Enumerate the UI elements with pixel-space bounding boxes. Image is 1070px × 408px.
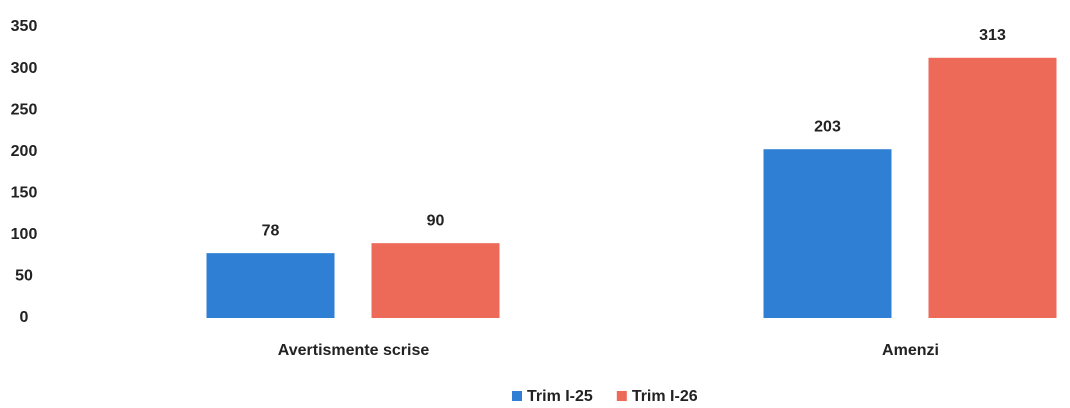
value-label: 203 — [814, 118, 841, 135]
x-tick-label: Amenzi — [882, 342, 939, 359]
bar — [206, 253, 335, 318]
legend-swatch — [512, 391, 522, 401]
x-tick-label: Avertismente scrise — [278, 342, 430, 359]
value-label: 313 — [979, 27, 1006, 44]
y-tick-label: 50 — [15, 268, 33, 285]
value-label: 90 — [427, 212, 445, 229]
y-tick-label: 200 — [11, 143, 38, 160]
legend-swatch — [616, 391, 627, 401]
y-tick-label: 150 — [11, 185, 38, 202]
y-tick-label: 100 — [11, 226, 38, 243]
y-tick-label: 0 — [20, 309, 29, 326]
y-tick-label: 350 — [11, 18, 38, 35]
bar — [763, 149, 892, 318]
bar — [928, 57, 1057, 319]
legend-label: Trim I-25 — [527, 388, 593, 405]
y-tick-label: 300 — [11, 60, 38, 77]
value-label: 78 — [262, 222, 280, 239]
bar — [371, 243, 500, 318]
legend-label: Trim I-26 — [632, 388, 698, 405]
y-tick-label: 250 — [11, 101, 38, 118]
